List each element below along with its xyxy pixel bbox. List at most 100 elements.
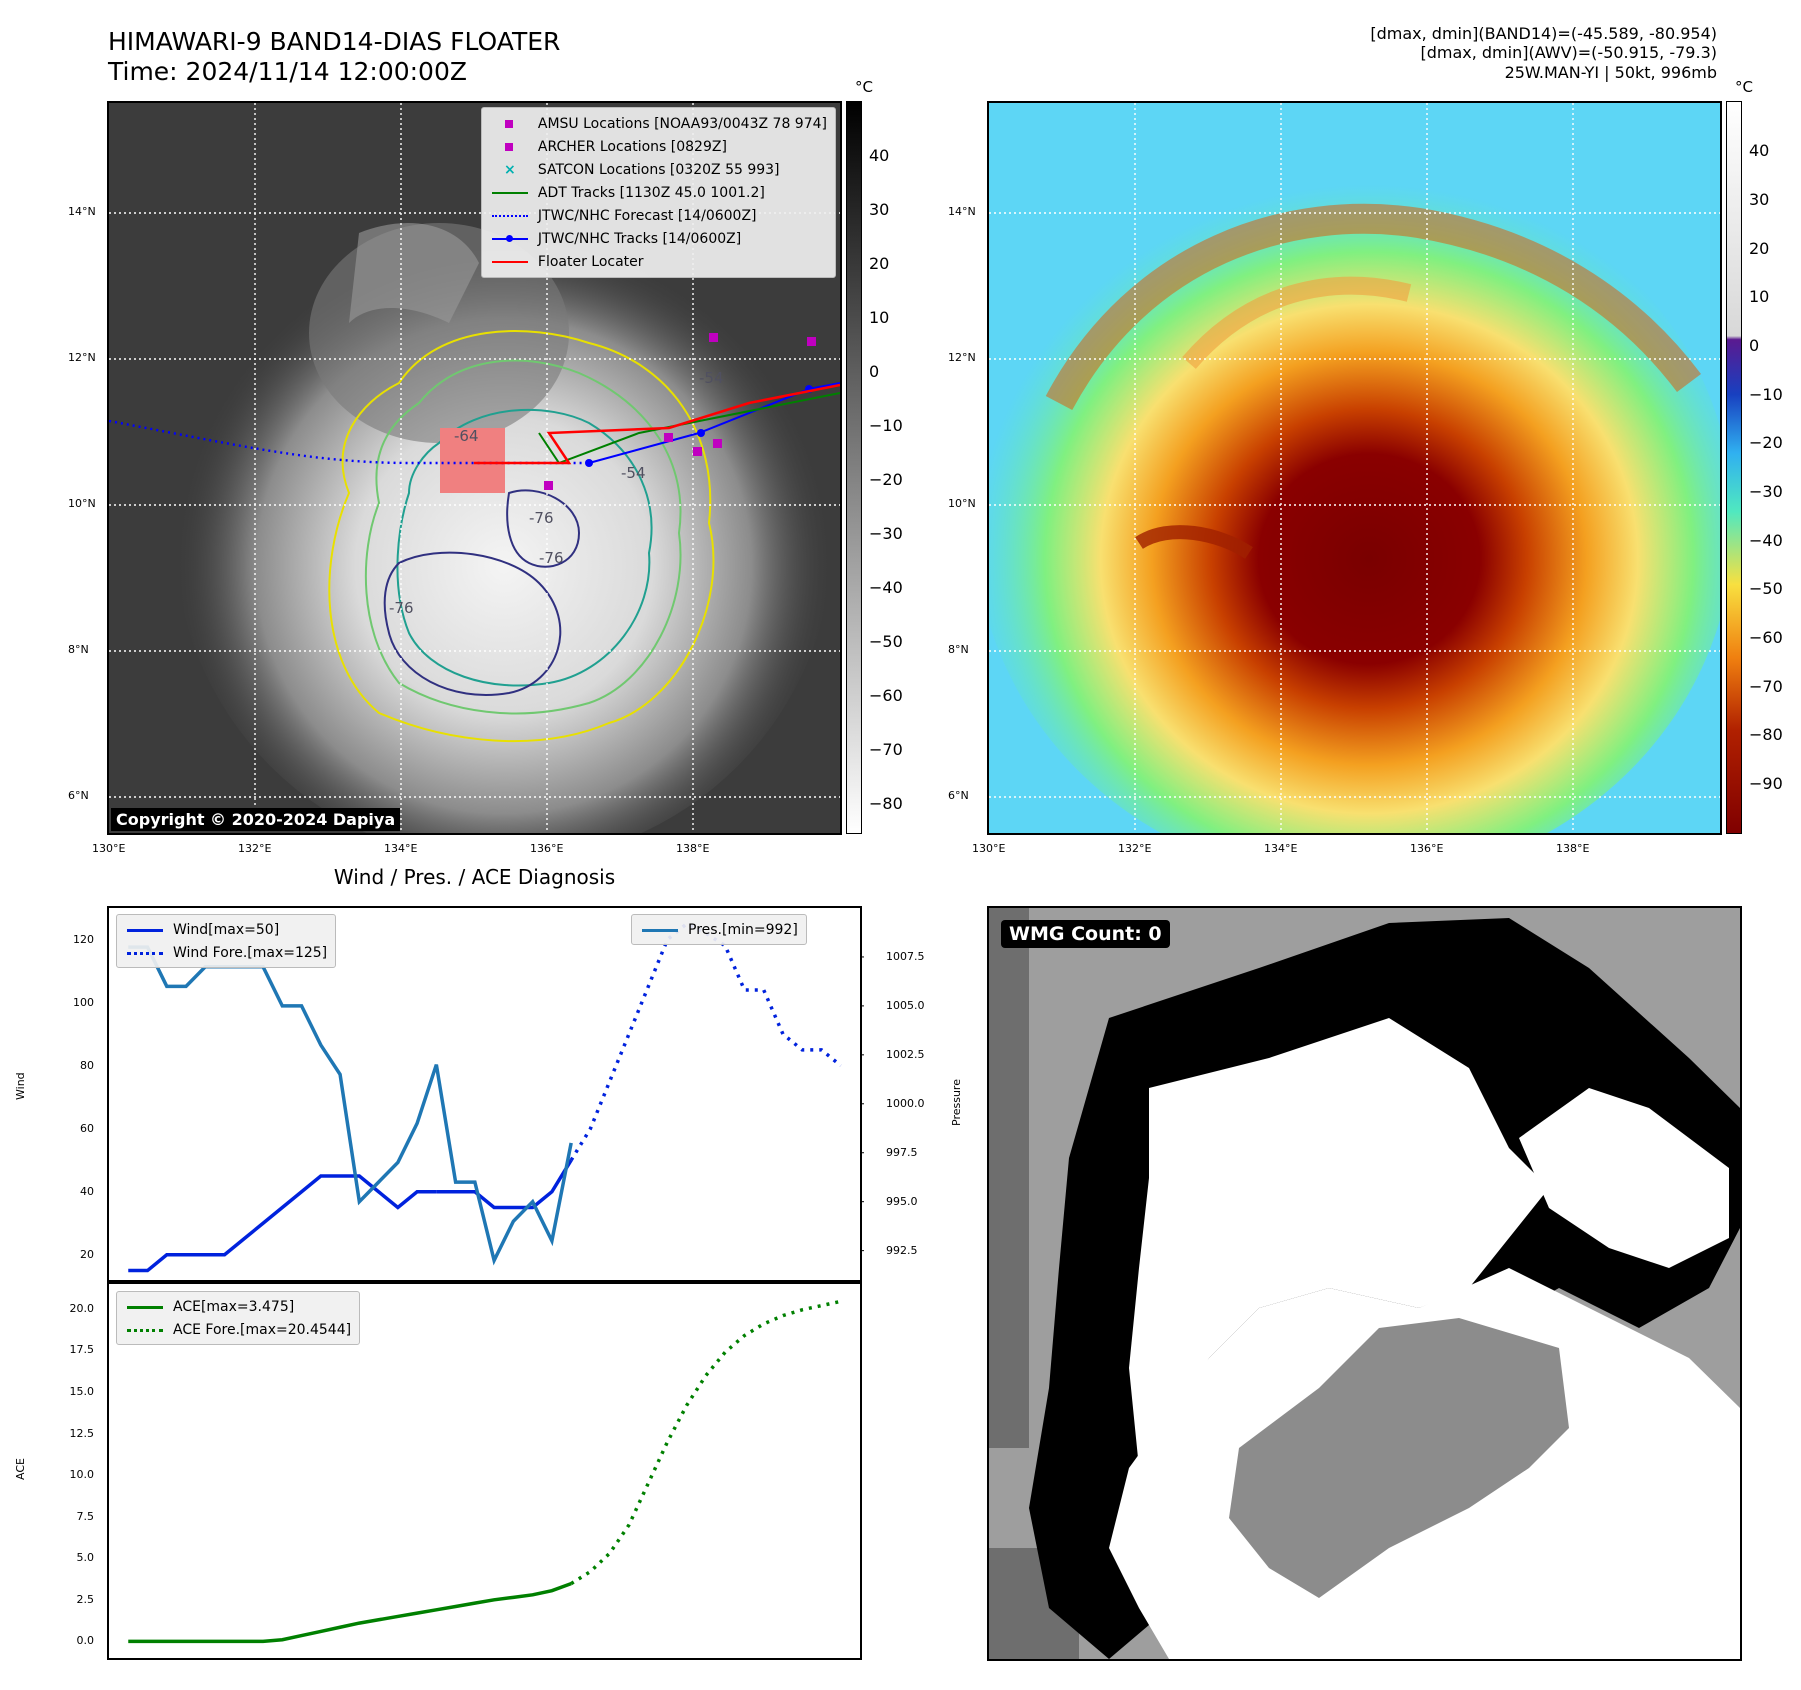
lon-label: 138°E: [676, 842, 710, 855]
pressure-tick-label: 992.5: [886, 1243, 918, 1257]
colorbar-tick: −10: [1749, 385, 1783, 404]
diagnosis-title: Wind / Pres. / ACE Diagnosis: [333, 865, 616, 889]
colorbar-tick: 40: [869, 146, 890, 165]
colorbar-tick: −50: [1749, 579, 1783, 598]
wind-forecast-line: [569, 921, 842, 1162]
colorbar-tick: −60: [1749, 628, 1783, 647]
awv-colorbar: [1726, 101, 1742, 834]
adt-track: [538, 392, 840, 465]
legend-row: ADT Tracks [1130Z 45.0 1001.2]: [490, 181, 827, 204]
contour-label: -64: [454, 427, 479, 445]
contour-navy: [383, 551, 562, 696]
contour-label: -76: [539, 549, 564, 567]
legend-label: JTWC/NHC Forecast [14/0600Z]: [537, 207, 757, 224]
legend-label: ACE[max=3.475]: [173, 1298, 295, 1315]
wind-legend: Wind[max=50] Wind Fore.[max=125]: [116, 914, 337, 968]
wind-tick-label: 80: [80, 1058, 94, 1072]
ace-plot-frame: [107, 1282, 862, 1660]
colorbar-tick: 10: [869, 308, 890, 327]
lon-label: 132°E: [238, 842, 272, 855]
colorbar-tick: 20: [869, 254, 890, 273]
map-legend: AMSU Locations [NOAA93/0043Z 78 974] ARC…: [480, 107, 836, 278]
jtwc-track-point: [697, 429, 705, 437]
square-icon: [490, 117, 530, 131]
lon-label: 130°E: [972, 842, 1006, 855]
wind-tick-label: 120: [73, 932, 94, 946]
legend-row: Pres.[min=992]: [640, 918, 798, 941]
legend-label: Pres.[min=992]: [688, 921, 798, 938]
lat-label: 6°N: [948, 789, 969, 802]
archer-marker: [693, 447, 702, 456]
colorbar-tick: 0: [1749, 336, 1760, 355]
storm-info: 25W.MAN-YI | 50kt, 996mb: [1504, 63, 1717, 82]
spiral-band: [1135, 525, 1253, 559]
dotted-line-icon: [125, 946, 165, 960]
legend-row: Wind Fore.[max=125]: [125, 941, 327, 964]
ace-tick-label: 15.0: [69, 1385, 95, 1399]
contour-navy: [506, 489, 581, 568]
ace-tick-label: 2.5: [76, 1592, 95, 1606]
lat-label: 6°N: [68, 789, 89, 802]
lon-label: 138°E: [1556, 842, 1590, 855]
contour-green: [364, 359, 682, 715]
colorbar-unit: °C: [1735, 78, 1753, 96]
jtwc-track-point: [585, 459, 593, 467]
pressure-tick-label: 1007.5: [886, 949, 925, 963]
ace-tick-label: 5.0: [76, 1551, 95, 1565]
wind-lines: [128, 921, 842, 1273]
map-gridlines: [989, 103, 1720, 833]
archer-marker: [664, 433, 673, 442]
copyright-label: Copyright © 2020-2024 Dapiya: [111, 808, 401, 831]
legend-row: JTWC/NHC Tracks [14/0600Z]: [490, 227, 827, 250]
wind-pressure-plot: [107, 906, 864, 1282]
colorbar-tick: −20: [869, 470, 903, 489]
archer-marker: [807, 337, 816, 346]
contour-label: -76: [389, 599, 414, 617]
grayscale-colorbar: [846, 101, 862, 834]
cloud-band: [349, 223, 479, 323]
ace-legend: ACE[max=3.475] ACE Fore.[max=20.4544]: [116, 1291, 361, 1345]
colorbar-tick: −10: [869, 416, 903, 435]
colorbar-tick: −70: [869, 740, 903, 759]
forecast-track: [109, 419, 589, 465]
lon-label: 132°E: [1118, 842, 1152, 855]
dotted-line-icon: [125, 1323, 165, 1337]
wind-tick-label: 100: [73, 995, 94, 1009]
storm-core: [989, 163, 1720, 833]
wmg-count-badge: WMG Count: 0: [1001, 920, 1170, 948]
band14-range: [dmax, dmin](BAND14)=(-45.589, -80.954): [1370, 24, 1717, 43]
spiral-band: [1182, 276, 1412, 369]
line-icon: [490, 186, 530, 200]
lon-label: 136°E: [1410, 842, 1444, 855]
legend-label: JTWC/NHC Tracks [14/0600Z]: [537, 230, 742, 247]
ir-grayscale-image: -64 -54 -54 -76 -76 -76: [109, 103, 840, 833]
legend-label: ACE Fore.[max=20.4544]: [173, 1321, 352, 1338]
map-gridlines: [109, 103, 840, 833]
pressure-tick-label: 995.0: [886, 1194, 918, 1208]
colorbar-tick: −40: [1749, 531, 1783, 550]
ace-line: [128, 1581, 572, 1644]
lat-label: 14°N: [68, 205, 96, 218]
line-icon: [490, 255, 530, 269]
contour-label: -76: [529, 509, 554, 527]
legend-row: ACE Fore.[max=20.4544]: [125, 1318, 351, 1341]
legend-row: Wind[max=50]: [125, 918, 327, 941]
pressure-tick-label: 997.5: [886, 1145, 918, 1159]
pressure-ticks: [860, 956, 864, 1252]
legend-row: ARCHER Locations [0829Z]: [490, 135, 827, 158]
dotted-line-icon: [490, 209, 530, 223]
legend-label: AMSU Locations [NOAA93/0043Z 78 974]: [537, 115, 827, 132]
lon-label: 134°E: [1264, 842, 1298, 855]
chart-time: Time: 2024/11/14 12:00:00Z: [108, 57, 467, 86]
pressure-tick-label: 1000.0: [886, 1096, 925, 1110]
lon-label: 134°E: [384, 842, 418, 855]
colorbar-tick: −30: [869, 524, 903, 543]
wmg-white-region: [1519, 1088, 1729, 1268]
colorbar-tick: 0: [869, 362, 880, 381]
colorbar-tick: 10: [1749, 287, 1770, 306]
awv-color-image: [989, 103, 1720, 833]
ace-tick-label: 20.0: [69, 1301, 95, 1315]
ace-lines: [128, 1299, 842, 1644]
wmg-region: [989, 908, 1029, 1448]
contour-label: -54: [621, 464, 646, 482]
